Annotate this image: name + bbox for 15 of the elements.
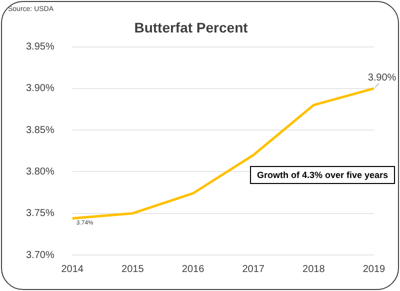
x-tick-label: 2019 <box>362 264 386 275</box>
x-tick-label: 2014 <box>61 264 84 275</box>
x-tick-label: 2018 <box>302 264 326 275</box>
x-tick-label: 2015 <box>122 264 144 275</box>
annotation: Growth of 4.3% over five years <box>250 166 396 184</box>
y-tick-label: 3.85% <box>26 124 54 136</box>
y-tick-label: 3.80% <box>26 166 54 178</box>
y-tick-label: 3.90% <box>26 83 54 94</box>
chart-title: Butterfat Percent <box>134 19 248 36</box>
y-tick-label: 3.75% <box>26 208 54 220</box>
x-tick-label: 2017 <box>242 264 265 275</box>
y-tick-label: 3.95% <box>26 42 54 53</box>
data-label: 3.90% <box>368 72 396 84</box>
y-tick-label: 3.70% <box>26 250 54 261</box>
x-tick-label: 2016 <box>182 264 205 275</box>
